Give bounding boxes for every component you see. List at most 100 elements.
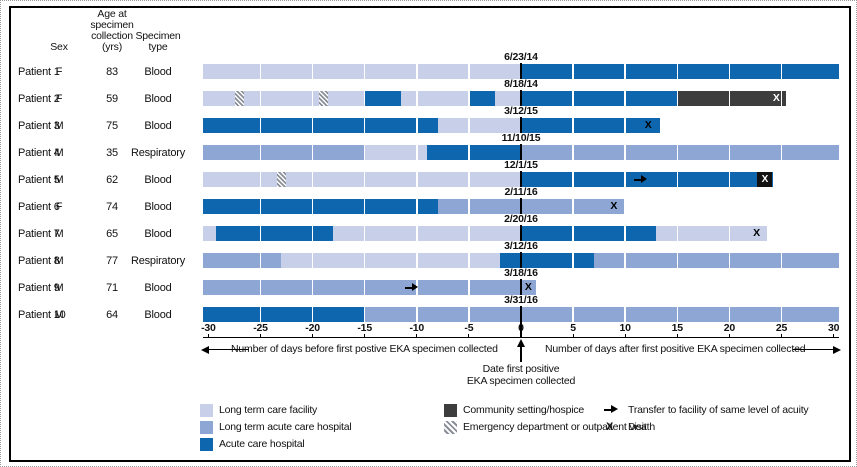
patient-specimen: Blood bbox=[144, 174, 172, 186]
segment-separator bbox=[728, 145, 731, 160]
timeline-segment-acute bbox=[521, 118, 660, 133]
patient-age: 83 bbox=[106, 66, 118, 78]
axis-label-days-before: Number of days before first postive EKA … bbox=[231, 343, 498, 355]
segment-separator bbox=[624, 280, 626, 295]
transfer-arrow-shaft bbox=[405, 286, 413, 289]
column-header-specimen-line: type bbox=[148, 41, 168, 53]
legend-label-ltcf: Long term care facility bbox=[219, 404, 318, 416]
x-axis-tick bbox=[312, 333, 314, 338]
timeline-segment-acute bbox=[468, 91, 495, 106]
patient-label: Patient 9 bbox=[18, 282, 60, 294]
segment-separator bbox=[624, 199, 626, 214]
timeline-segment-ltach bbox=[203, 280, 536, 295]
segment-separator bbox=[780, 307, 783, 322]
segment-separator bbox=[676, 91, 679, 106]
legend-swatch-ltach bbox=[200, 421, 213, 434]
segment-separator bbox=[572, 118, 574, 133]
column-header-specimen-line: Specimen bbox=[135, 30, 181, 42]
specimen-date-label: 3/31/16 bbox=[481, 295, 561, 306]
segment-separator bbox=[676, 118, 679, 133]
segment-separator bbox=[468, 91, 470, 106]
segment-separator bbox=[572, 91, 574, 106]
legend-swatch-ed-visit-hatch bbox=[444, 421, 457, 434]
segment-separator bbox=[624, 64, 626, 79]
segment-separator bbox=[728, 253, 731, 268]
transfer-arrow-icon bbox=[411, 283, 418, 291]
segment-separator bbox=[624, 253, 626, 268]
timeline-segment-ltach bbox=[593, 253, 839, 268]
patient-label: Patient 8 bbox=[18, 255, 60, 267]
x-axis-tick-label: -15 bbox=[357, 322, 372, 334]
left-arrow-icon bbox=[201, 346, 209, 354]
timeline-segment-ltach bbox=[203, 145, 365, 160]
segment-separator bbox=[676, 64, 679, 79]
timeline-segment-acute bbox=[215, 226, 334, 241]
x-axis-tick bbox=[780, 333, 783, 338]
patient-label: Patient 2 bbox=[18, 93, 60, 105]
segment-separator bbox=[780, 91, 783, 106]
patient-specimen: Blood bbox=[144, 120, 172, 132]
segment-separator bbox=[259, 145, 262, 160]
timeline-segment-ltach bbox=[521, 145, 839, 160]
x-axis-tick-label: 10 bbox=[619, 322, 631, 334]
specimen-date-label: 3/12/16 bbox=[481, 241, 561, 252]
segment-separator bbox=[311, 118, 314, 133]
segment-separator bbox=[780, 118, 783, 133]
legend-label-ltach: Long term acute care hospital bbox=[219, 421, 352, 433]
patient-specimen: Respiratory bbox=[130, 147, 186, 159]
segment-separator bbox=[780, 199, 783, 214]
segment-separator bbox=[311, 199, 314, 214]
column-header-sex: Sex bbox=[50, 41, 68, 53]
legend-swatch-ltcf bbox=[200, 404, 213, 417]
patient-age: 77 bbox=[106, 255, 118, 267]
timeline-segment-acute bbox=[203, 199, 438, 214]
x-axis-tick-label: -5 bbox=[464, 322, 474, 334]
segment-separator bbox=[468, 64, 470, 79]
patient-age: 59 bbox=[106, 93, 118, 105]
x-axis-tick bbox=[364, 333, 366, 338]
patient-age: 65 bbox=[106, 228, 118, 240]
specimen-date-label: 2/20/16 bbox=[481, 214, 561, 225]
x-axis-tick bbox=[572, 333, 574, 338]
x-axis-tick bbox=[624, 333, 626, 338]
specimen-date-label: 6/23/14 bbox=[481, 52, 561, 63]
segment-separator bbox=[363, 280, 366, 295]
segment-separator bbox=[780, 226, 783, 241]
timeline-segment-acute bbox=[364, 91, 402, 106]
segment-separator bbox=[572, 172, 574, 187]
ed-visit-hatch-mark bbox=[276, 172, 286, 187]
patient-label: Patient 10 bbox=[18, 309, 66, 321]
segment-separator bbox=[780, 145, 783, 160]
specimen-date-label: 2/11/16 bbox=[481, 187, 561, 198]
segment-separator bbox=[676, 307, 679, 322]
segment-separator bbox=[416, 145, 418, 160]
segment-separator bbox=[259, 199, 262, 214]
segment-separator bbox=[676, 253, 679, 268]
patient-sex: M bbox=[54, 309, 64, 321]
timeline-segment-ltcf bbox=[203, 91, 365, 106]
legend-label-community: Community setting/hospice bbox=[463, 404, 585, 416]
segment-separator bbox=[311, 226, 314, 241]
segment-separator bbox=[572, 145, 574, 160]
segment-separator bbox=[572, 307, 574, 322]
death-marker: X bbox=[753, 227, 760, 239]
patient-sex: F bbox=[55, 66, 63, 78]
legend-label-ed-visit: Emergency department or outpatient visit bbox=[463, 421, 647, 433]
segment-separator bbox=[676, 226, 679, 241]
x-axis-tick bbox=[259, 333, 262, 338]
segment-separator bbox=[416, 172, 418, 187]
patient-sex: M bbox=[54, 255, 64, 267]
segment-separator bbox=[311, 253, 314, 268]
patient-sex: F bbox=[55, 93, 63, 105]
segment-separator bbox=[259, 280, 262, 295]
segment-separator bbox=[728, 64, 731, 79]
timeline-segment-ltcf bbox=[437, 118, 521, 133]
timeline-segment-acute bbox=[500, 253, 594, 268]
timeline-segment-ltach bbox=[364, 307, 839, 322]
x-axis-tick bbox=[468, 333, 470, 338]
specimen-date-label: 8/18/14 bbox=[481, 79, 561, 90]
x-axis-tick-label: 25 bbox=[775, 322, 788, 334]
segment-separator bbox=[572, 64, 574, 79]
segment-separator bbox=[416, 91, 418, 106]
segment-separator bbox=[624, 118, 626, 133]
